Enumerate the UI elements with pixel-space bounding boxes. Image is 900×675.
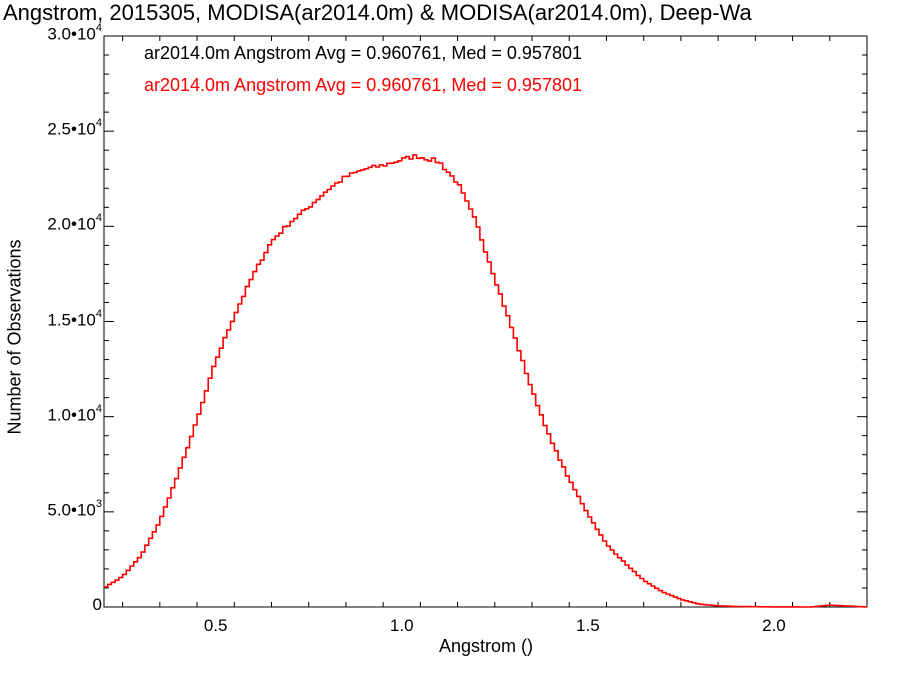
- x-tick-label: 1.5: [576, 616, 600, 635]
- y-tick-label: 3.0•104: [47, 22, 102, 44]
- x-tick-label: 2.0: [762, 616, 786, 635]
- stats-annotation-red: ar2014.0m Angstrom Avg = 0.960761, Med =…: [144, 75, 582, 95]
- histogram-series-line: [104, 154, 867, 608]
- x-tick-label: 1.0: [389, 616, 414, 635]
- chart-title: Angstrom, 2015305, MODISA(ar2014.0m) & M…: [3, 0, 752, 25]
- y-tick-label: 2.5•104: [47, 117, 102, 139]
- y-tick-label: 1.5•104: [47, 307, 102, 330]
- plot-frame: [103, 35, 868, 608]
- y-tick-label: 5.0•103: [47, 497, 102, 520]
- y-tick-label: 1.0•104: [47, 402, 102, 425]
- x-tick-label: 0.5: [203, 616, 228, 635]
- stats-annotation-black: ar2014.0m Angstrom Avg = 0.960761, Med =…: [144, 43, 582, 63]
- y-tick-label: 2.0•104: [47, 212, 102, 234]
- axis-ticks: [104, 35, 868, 608]
- x-axis-label: Angstrom (): [438, 636, 534, 656]
- y-tick-label: 0: [92, 595, 102, 614]
